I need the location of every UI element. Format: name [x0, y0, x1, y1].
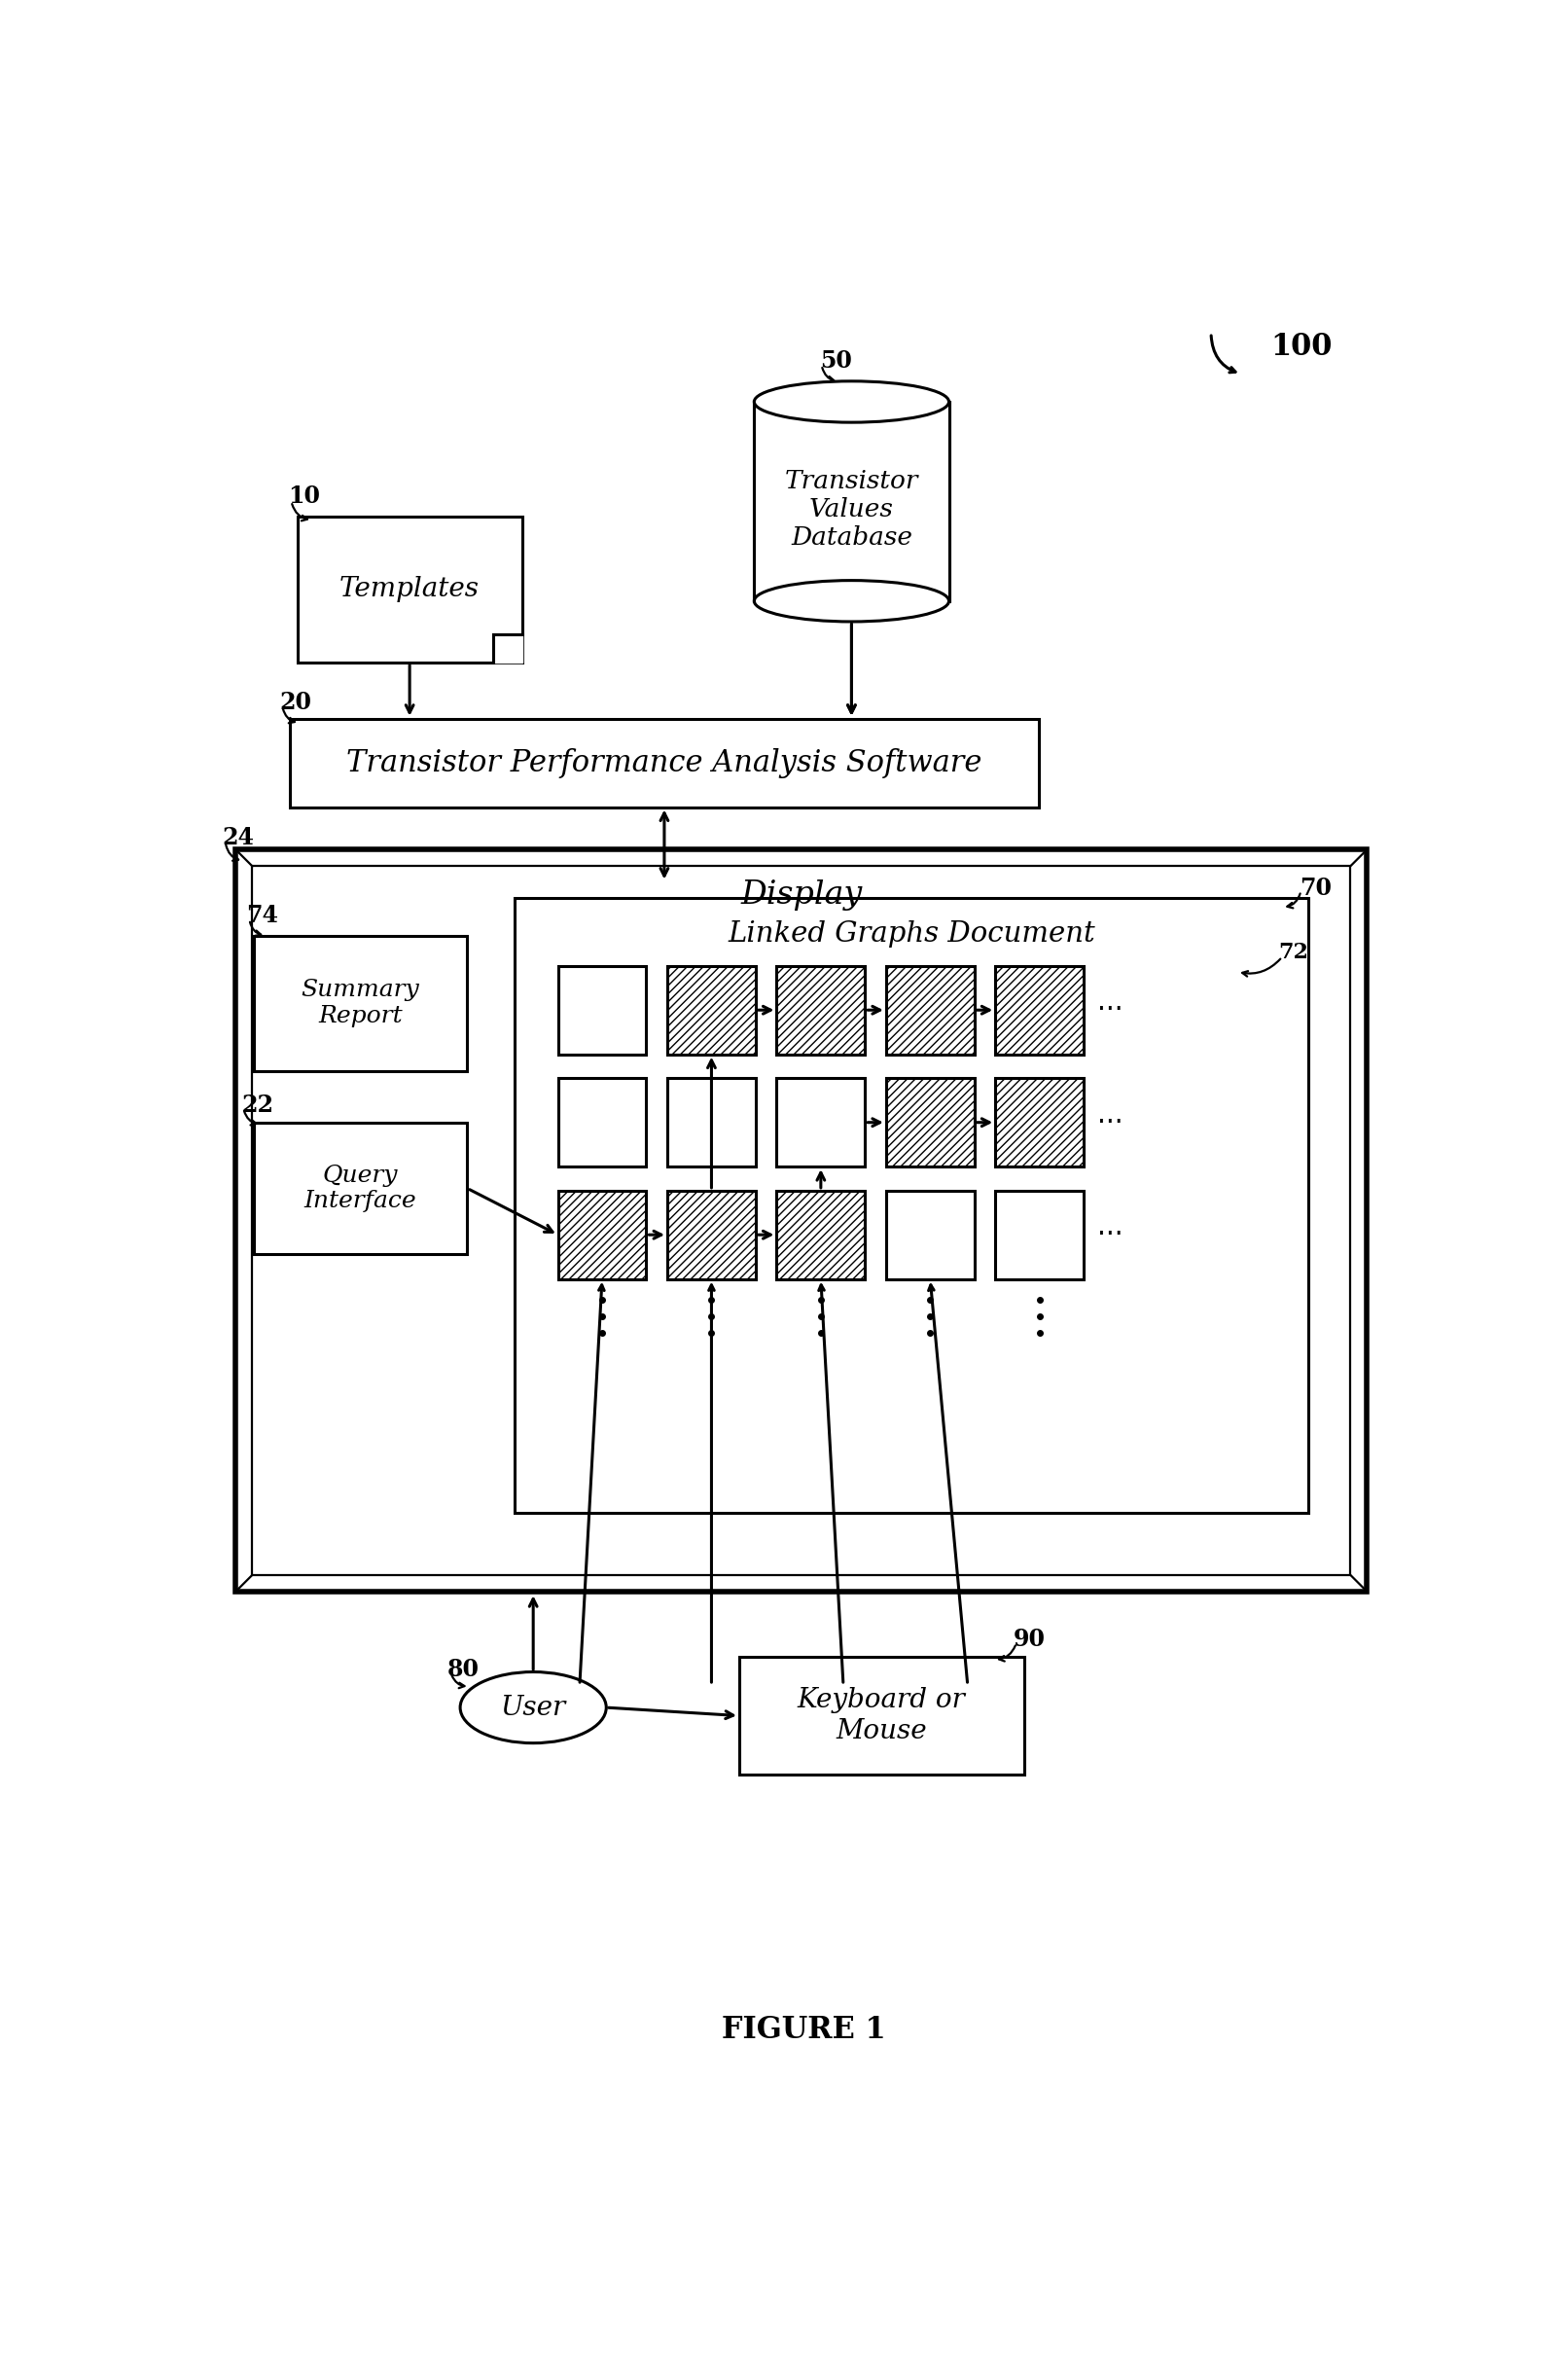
- Text: 10: 10: [289, 485, 320, 507]
- Text: Transistor Performance Analysis Software: Transistor Performance Analysis Software: [347, 748, 982, 779]
- Bar: [739, 1658, 1024, 1776]
- Ellipse shape: [754, 381, 949, 422]
- Bar: [252, 867, 1350, 1575]
- Text: Templates: Templates: [340, 575, 480, 601]
- Bar: [558, 1077, 646, 1167]
- Bar: [886, 1077, 974, 1167]
- Bar: [886, 966, 974, 1054]
- Bar: [298, 516, 522, 663]
- Bar: [996, 1191, 1083, 1279]
- Bar: [886, 1191, 974, 1279]
- Text: ···: ···: [1098, 1108, 1123, 1137]
- Bar: [776, 1191, 866, 1279]
- Text: 24: 24: [223, 826, 254, 850]
- Bar: [254, 1122, 467, 1255]
- Bar: [254, 935, 467, 1070]
- Text: 72: 72: [1278, 942, 1309, 964]
- Text: 90: 90: [1013, 1627, 1046, 1650]
- Text: 70: 70: [1300, 876, 1331, 900]
- Ellipse shape: [459, 1672, 607, 1743]
- Text: Display: Display: [740, 879, 862, 909]
- Text: Transistor
Values
Database: Transistor Values Database: [784, 469, 919, 549]
- Bar: [996, 966, 1083, 1054]
- Bar: [776, 1077, 866, 1167]
- Text: FIGURE 1: FIGURE 1: [721, 2015, 886, 2044]
- Text: ···: ···: [1098, 1222, 1123, 1248]
- Text: User: User: [500, 1695, 566, 1722]
- Bar: [668, 1077, 756, 1167]
- Text: 74: 74: [246, 905, 279, 928]
- Bar: [668, 966, 756, 1054]
- Bar: [558, 966, 646, 1054]
- Bar: [668, 1191, 756, 1279]
- Polygon shape: [494, 635, 522, 663]
- Text: 100: 100: [1272, 332, 1333, 362]
- Text: Keyboard or
Mouse: Keyboard or Mouse: [798, 1688, 966, 1745]
- Bar: [290, 718, 1038, 807]
- Text: Summary
Report: Summary Report: [301, 980, 419, 1028]
- Text: 80: 80: [447, 1658, 480, 1681]
- Bar: [754, 403, 949, 601]
- Bar: [235, 850, 1367, 1591]
- Text: 50: 50: [820, 350, 851, 372]
- Bar: [996, 1077, 1083, 1167]
- Bar: [514, 897, 1308, 1513]
- Text: Linked Graphs Document: Linked Graphs Document: [728, 921, 1094, 947]
- Ellipse shape: [754, 580, 949, 623]
- Text: 20: 20: [279, 691, 312, 715]
- Text: 22: 22: [241, 1094, 273, 1118]
- Bar: [558, 1191, 646, 1279]
- Bar: [776, 966, 866, 1054]
- Text: Query
Interface: Query Interface: [304, 1165, 417, 1212]
- Text: ···: ···: [1098, 997, 1123, 1023]
